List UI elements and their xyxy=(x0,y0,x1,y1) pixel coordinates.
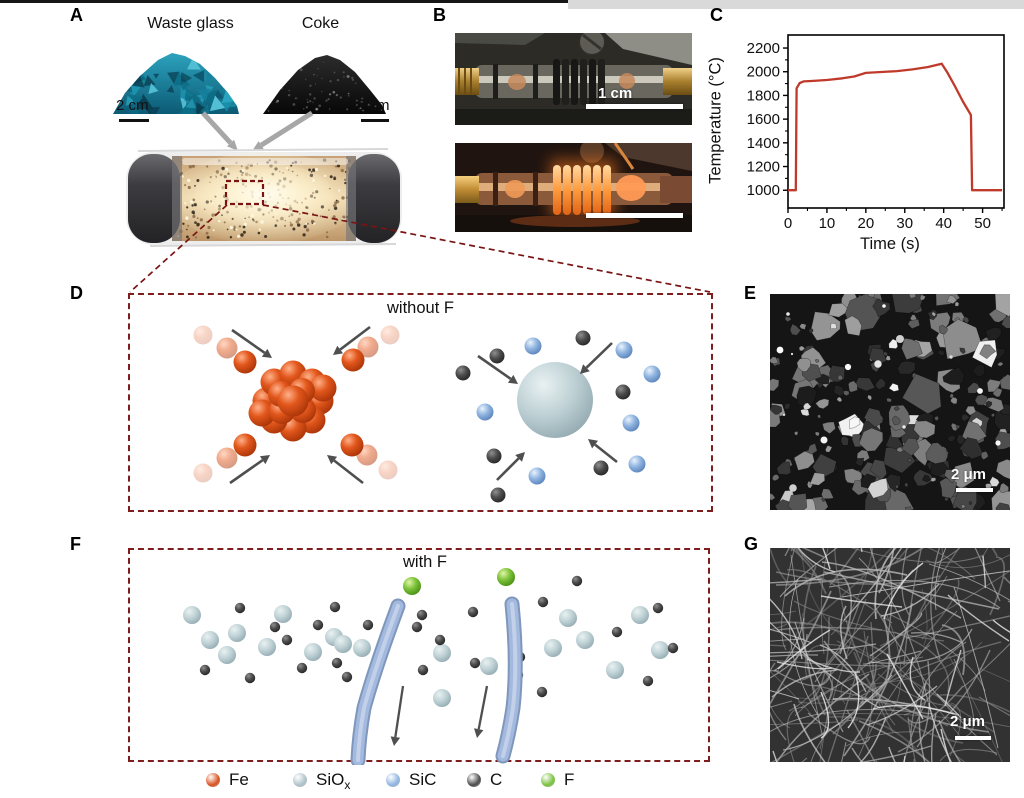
c-dot-icon xyxy=(467,772,481,787)
legend-item-siox: SiO x xyxy=(293,770,351,792)
svg-text:30: 30 xyxy=(896,215,913,232)
legend-item-f: F xyxy=(541,771,574,788)
scalebar-sem-e xyxy=(956,488,993,492)
f-dot-icon xyxy=(541,772,555,787)
waste-glass-label: Waste glass xyxy=(147,15,234,32)
panel-d-label: D xyxy=(70,283,83,303)
legend-label-c: C xyxy=(490,770,503,789)
sem-image-nanowires xyxy=(770,548,1010,762)
with-f-schematic xyxy=(113,548,710,765)
scalebar-label-sem-g: 2 μm xyxy=(950,713,986,730)
siox-dot-icon xyxy=(293,772,307,787)
scalebar-sem-g xyxy=(955,736,991,740)
svg-text:10: 10 xyxy=(819,215,836,232)
svg-text:1000: 1000 xyxy=(747,182,780,199)
legend-label-sic: SiC xyxy=(409,770,437,789)
without-f-schematic xyxy=(113,293,713,512)
scalebar-waste-glass xyxy=(119,119,149,122)
scalebar-label-waste-glass: 2 cm xyxy=(116,97,149,114)
top-border-artifact-dark xyxy=(0,0,568,3)
scalebar-coke xyxy=(361,119,389,122)
legend-item-sic: SiC xyxy=(386,771,436,788)
legend-label-fe: Fe xyxy=(229,770,249,789)
legend-item-c: C xyxy=(467,771,502,788)
furnace-photo-cold xyxy=(455,33,692,125)
legend-sub-siox: x xyxy=(344,778,351,792)
sem-image-particles xyxy=(770,294,1010,510)
coke-photo xyxy=(258,48,393,118)
sic-dot-icon xyxy=(386,772,400,787)
furnace-photo-glowing xyxy=(455,143,692,232)
waste-glass-photo xyxy=(105,46,245,118)
panel-a-label: A xyxy=(70,5,83,25)
svg-text:1200: 1200 xyxy=(747,159,780,176)
panel-c-label: C xyxy=(710,5,723,25)
svg-text:2200: 2200 xyxy=(747,40,780,57)
legend-label-siox: SiO xyxy=(316,770,345,789)
reaction-tube-illustration xyxy=(120,145,410,250)
svg-text:20: 20 xyxy=(857,215,874,232)
panel-b-label: B xyxy=(433,5,446,25)
svg-text:1600: 1600 xyxy=(747,111,780,128)
panel-d-box xyxy=(128,293,713,512)
scalebar-label-coke: 2 cm xyxy=(357,97,390,114)
panel-f-caption: with F xyxy=(402,553,447,571)
scalebar-label-furnace: 1 cm xyxy=(598,85,633,102)
panel-g-label: G xyxy=(744,534,759,554)
legend-item-fe: Fe xyxy=(206,771,249,788)
chart-x-axis-label: Time (s) xyxy=(860,235,920,253)
chart-y-axis-label: Temperature (°C) xyxy=(706,57,725,184)
panel-e-label: E xyxy=(744,283,757,303)
coke-label: Coke xyxy=(301,15,340,32)
legend-label-f: F xyxy=(564,770,575,789)
svg-text:1400: 1400 xyxy=(747,135,780,152)
svg-text:50: 50 xyxy=(974,215,991,232)
panel-f-label: F xyxy=(70,534,81,554)
panel-d-caption: without F xyxy=(387,299,454,317)
svg-text:2000: 2000 xyxy=(747,64,780,81)
fe-dot-icon xyxy=(206,772,220,787)
funnel-arrows-icon xyxy=(150,105,350,160)
scalebar-furnace-bottom xyxy=(586,213,683,218)
panel-f-box xyxy=(128,548,710,762)
svg-text:0: 0 xyxy=(784,215,792,232)
svg-text:40: 40 xyxy=(935,215,952,232)
svg-text:1800: 1800 xyxy=(747,87,780,104)
top-border-artifact-light xyxy=(568,0,1024,9)
temperature-time-chart: 0 10 20 30 40 50 1000 1200 1400 1600 1800 2000 2200 xyxy=(700,0,1024,255)
scalebar-furnace-top xyxy=(586,104,683,109)
scalebar-label-sem-e: 2 μm xyxy=(951,466,987,483)
